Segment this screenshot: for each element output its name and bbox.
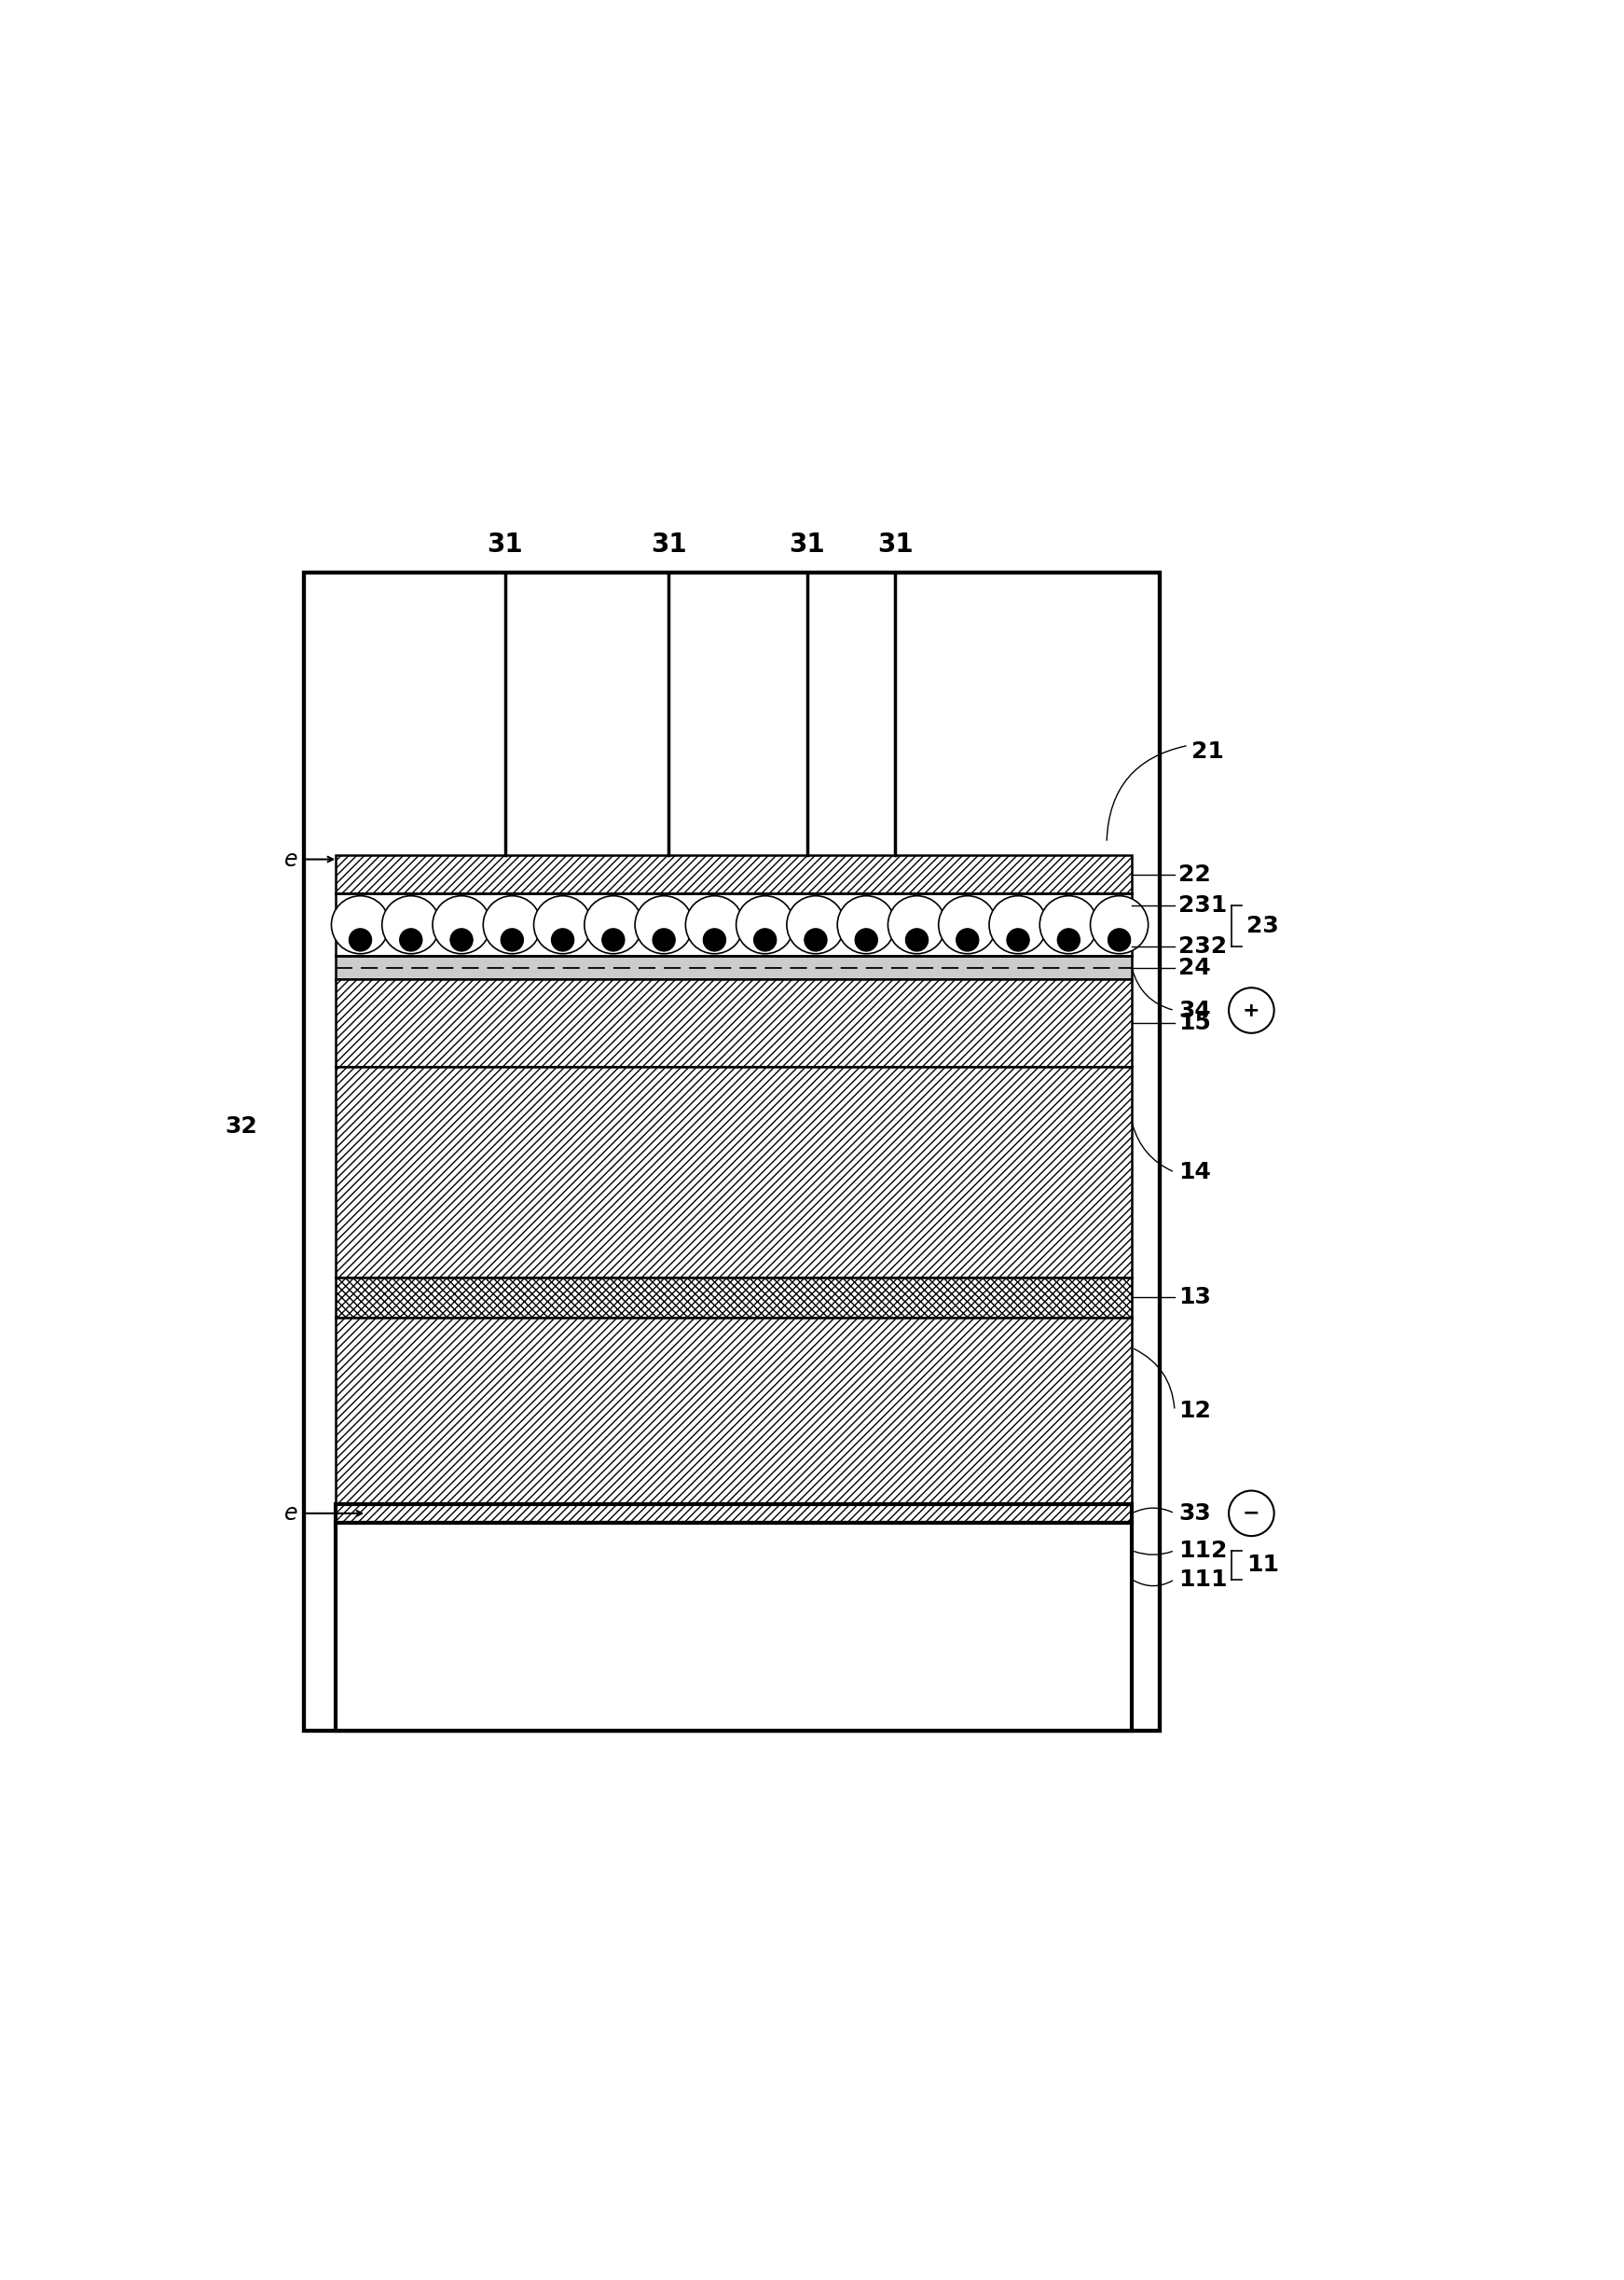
Circle shape bbox=[1229, 987, 1275, 1033]
Bar bbox=[335, 1277, 1132, 1318]
Circle shape bbox=[1007, 928, 1030, 951]
Circle shape bbox=[1090, 896, 1148, 953]
Circle shape bbox=[786, 896, 844, 953]
Text: 12: 12 bbox=[1179, 1400, 1212, 1423]
Circle shape bbox=[552, 928, 573, 951]
Circle shape bbox=[349, 928, 372, 951]
Circle shape bbox=[754, 928, 776, 951]
Text: 31: 31 bbox=[877, 531, 913, 556]
Circle shape bbox=[635, 896, 693, 953]
Circle shape bbox=[331, 896, 390, 953]
Circle shape bbox=[703, 928, 726, 951]
Circle shape bbox=[939, 896, 997, 953]
Text: 23: 23 bbox=[1246, 914, 1278, 937]
Circle shape bbox=[1229, 1491, 1275, 1537]
Text: 31: 31 bbox=[651, 531, 687, 556]
Bar bbox=[304, 572, 1160, 1731]
Text: +: + bbox=[1242, 1001, 1260, 1019]
Bar bbox=[335, 1523, 1132, 1731]
Text: e: e bbox=[284, 1503, 297, 1525]
Circle shape bbox=[382, 896, 440, 953]
Text: 33: 33 bbox=[1179, 1503, 1212, 1525]
Circle shape bbox=[685, 896, 744, 953]
Text: −: − bbox=[1242, 1505, 1260, 1523]
Text: 24: 24 bbox=[1179, 955, 1212, 978]
Circle shape bbox=[484, 896, 541, 953]
Circle shape bbox=[736, 896, 794, 953]
Bar bbox=[335, 894, 1132, 955]
Circle shape bbox=[804, 928, 827, 951]
Text: 31: 31 bbox=[487, 531, 523, 556]
Text: 15: 15 bbox=[1179, 1012, 1212, 1035]
Circle shape bbox=[585, 896, 641, 953]
Text: e: e bbox=[284, 848, 297, 871]
Text: 14: 14 bbox=[1179, 1161, 1212, 1183]
Circle shape bbox=[957, 928, 979, 951]
Circle shape bbox=[450, 928, 473, 951]
Text: 22: 22 bbox=[1179, 864, 1212, 885]
Circle shape bbox=[906, 928, 929, 951]
Bar bbox=[335, 1067, 1132, 1277]
Text: 11: 11 bbox=[1246, 1553, 1280, 1575]
Text: 232: 232 bbox=[1179, 935, 1228, 958]
Circle shape bbox=[989, 896, 1047, 953]
Circle shape bbox=[1039, 896, 1098, 953]
Circle shape bbox=[432, 896, 490, 953]
Bar bbox=[335, 855, 1132, 894]
Text: 21: 21 bbox=[1190, 741, 1223, 764]
Circle shape bbox=[854, 928, 877, 951]
Circle shape bbox=[653, 928, 676, 951]
Text: 231: 231 bbox=[1179, 894, 1228, 917]
Circle shape bbox=[500, 928, 523, 951]
Bar bbox=[304, 572, 1160, 1731]
Bar bbox=[335, 955, 1132, 978]
Bar bbox=[335, 978, 1132, 1067]
Text: 34: 34 bbox=[1179, 999, 1212, 1021]
Bar bbox=[335, 1505, 1132, 1523]
Circle shape bbox=[603, 928, 625, 951]
Circle shape bbox=[534, 896, 591, 953]
Circle shape bbox=[888, 896, 945, 953]
Bar bbox=[335, 1318, 1132, 1505]
Text: 112: 112 bbox=[1179, 1539, 1228, 1562]
Circle shape bbox=[400, 928, 422, 951]
Circle shape bbox=[1108, 928, 1130, 951]
Text: 13: 13 bbox=[1179, 1286, 1212, 1309]
Text: 31: 31 bbox=[789, 531, 825, 556]
Text: 111: 111 bbox=[1179, 1569, 1228, 1591]
Circle shape bbox=[1057, 928, 1080, 951]
Text: 32: 32 bbox=[224, 1115, 257, 1138]
Circle shape bbox=[838, 896, 895, 953]
